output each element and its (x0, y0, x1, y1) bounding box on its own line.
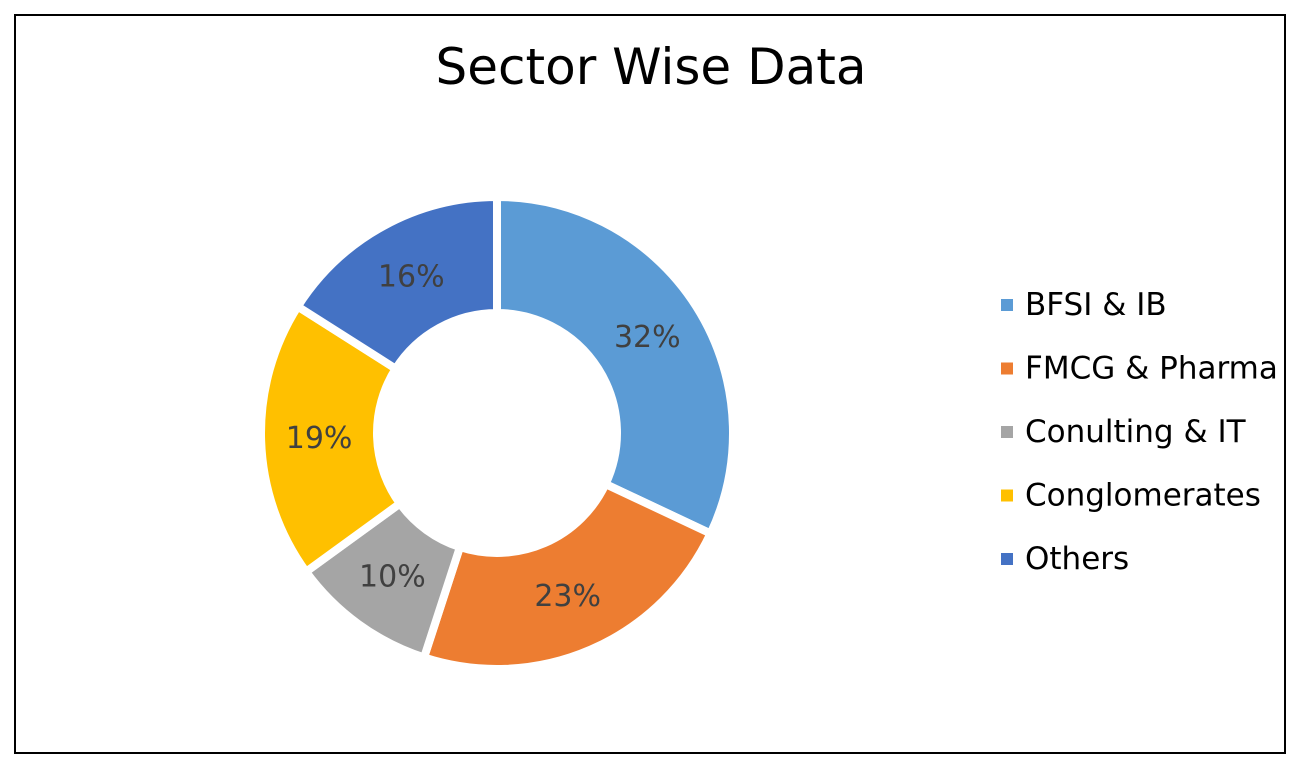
slice-others (292, 192, 501, 375)
legend-item-conulting-it: Conulting & IT (1001, 414, 1247, 450)
legend-label-fmcg-pharma: FMCG & Pharma (1025, 351, 1278, 387)
chart-title: Sector Wise Data (435, 38, 867, 96)
slice-label-bfsi-ib: 32% (614, 320, 681, 355)
slice-labels: 32% 23% 10% 19% 16% (286, 260, 681, 614)
slice-fmcg-pharma (419, 478, 716, 673)
slice-label-conglomerates: 19% (286, 421, 353, 456)
donut-slices (257, 192, 737, 673)
slice-label-conulting-it: 10% (359, 560, 426, 595)
legend-item-conglomerates: Conglomerates (1001, 478, 1261, 514)
slice-label-fmcg-pharma: 23% (534, 579, 601, 614)
legend-label-conglomerates: Conglomerates (1025, 478, 1261, 514)
legend-label-conulting-it: Conulting & IT (1025, 414, 1247, 450)
legend-swatch-conglomerates (1001, 489, 1013, 502)
legend-label-others: Others (1025, 541, 1129, 577)
legend-swatch-others (1001, 553, 1013, 565)
legend-item-bfsi-ib: BFSI & IB (1001, 287, 1167, 323)
slice-label-others: 16% (378, 260, 445, 295)
legend-item-others: Others (1001, 541, 1129, 577)
slice-bfsi-ib (493, 192, 737, 539)
legend-swatch-conulting-it (1001, 426, 1013, 438)
legend-label-bfsi-ib: BFSI & IB (1025, 287, 1167, 323)
legend: BFSI & IB FMCG & Pharma Conulting & IT Cong… (1001, 287, 1278, 577)
legend-swatch-fmcg-pharma (1001, 362, 1013, 375)
legend-swatch-bfsi-ib (1001, 299, 1013, 311)
legend-item-fmcg-pharma: FMCG & Pharma (1001, 351, 1278, 387)
slice-conglomerates (257, 301, 406, 578)
